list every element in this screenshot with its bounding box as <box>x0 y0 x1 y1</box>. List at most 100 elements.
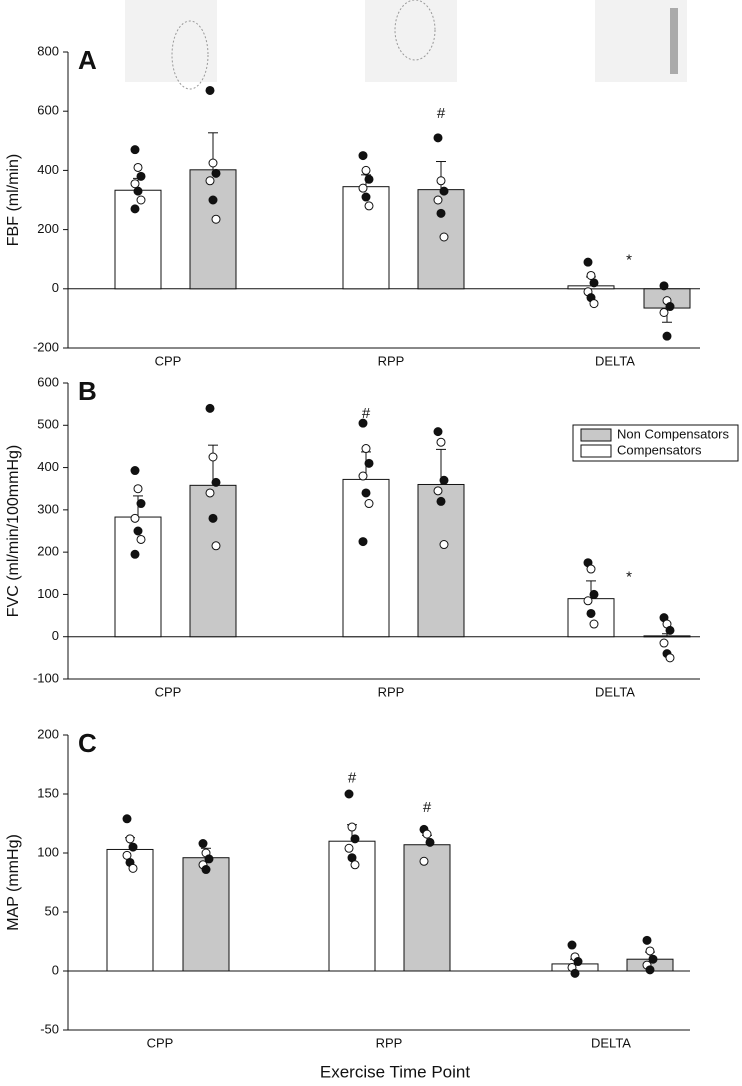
annotation: # <box>437 105 446 122</box>
bar <box>182 857 230 972</box>
data-point <box>589 589 599 599</box>
data-point <box>433 486 443 496</box>
data-point <box>136 195 146 205</box>
data-point <box>130 549 140 559</box>
data-point <box>133 162 143 172</box>
y-axis-title: FBF (ml/min) <box>5 154 22 246</box>
data-point <box>133 526 143 536</box>
y-axis-title: FVC (ml/min/100mmHg) <box>5 445 22 617</box>
y-tick-label: 0 <box>52 628 59 643</box>
data-point <box>128 863 138 873</box>
data-point <box>659 281 669 291</box>
data-point <box>433 195 443 205</box>
bar <box>403 844 451 972</box>
data-point <box>133 484 143 494</box>
annotation: # <box>362 405 371 422</box>
y-tick-label: -100 <box>33 670 59 685</box>
bar <box>417 483 465 638</box>
bar <box>114 189 162 290</box>
data-point <box>573 957 583 967</box>
legend-label: Compensators <box>617 442 702 457</box>
x-tick-label: DELTA <box>595 684 635 699</box>
data-point <box>205 85 215 95</box>
y-tick-label: 100 <box>37 586 59 601</box>
data-point <box>589 299 599 309</box>
data-point <box>208 195 218 205</box>
data-point <box>205 403 215 413</box>
data-point <box>361 488 371 498</box>
data-point <box>347 822 357 832</box>
data-point <box>358 471 368 481</box>
data-point <box>642 935 652 945</box>
illustration <box>394 0 436 61</box>
bar <box>342 186 390 290</box>
y-tick-label: 800 <box>37 43 59 58</box>
data-point <box>122 814 132 824</box>
annotation: * <box>626 568 632 585</box>
data-point <box>130 513 140 523</box>
data-point <box>130 466 140 476</box>
y-tick-label: 300 <box>37 501 59 516</box>
bar <box>567 285 615 290</box>
data-point <box>589 278 599 288</box>
data-point <box>439 232 449 242</box>
data-point <box>136 499 146 509</box>
y-tick-label: 150 <box>37 785 59 800</box>
data-point <box>208 158 218 168</box>
y-tick-label: 600 <box>37 103 59 118</box>
data-point <box>364 458 374 468</box>
data-point <box>125 834 135 844</box>
panel-letter: A <box>78 45 97 75</box>
data-point <box>361 444 371 454</box>
data-point <box>130 204 140 214</box>
data-point <box>344 789 354 799</box>
data-point <box>208 452 218 462</box>
illustration <box>171 20 209 90</box>
data-point <box>198 839 208 849</box>
data-point <box>211 477 221 487</box>
y-tick-label: 50 <box>45 903 59 918</box>
data-point <box>205 176 215 186</box>
data-point <box>665 302 675 312</box>
panel-letter: C <box>78 728 97 758</box>
data-point <box>436 437 446 447</box>
legend-swatch <box>580 428 612 442</box>
panel-letter: B <box>78 376 97 406</box>
data-point <box>350 860 360 870</box>
y-tick-label: 500 <box>37 417 59 432</box>
data-point <box>586 270 596 280</box>
data-point <box>645 946 655 956</box>
data-point <box>586 564 596 574</box>
y-tick-label: 200 <box>37 726 59 741</box>
data-point <box>648 954 658 964</box>
x-tick-label: DELTA <box>591 1035 631 1050</box>
x-axis-title: Exercise Time Point <box>320 1062 470 1081</box>
data-point <box>433 133 443 143</box>
data-point <box>211 168 221 178</box>
data-point <box>419 856 429 866</box>
y-tick-label: -200 <box>33 339 59 354</box>
x-tick-label: CPP <box>147 1035 174 1050</box>
y-tick-label: 200 <box>37 221 59 236</box>
data-point <box>425 837 435 847</box>
annotation: # <box>348 770 357 787</box>
data-point <box>436 496 446 506</box>
data-point <box>439 186 449 196</box>
data-point <box>662 331 672 341</box>
bar <box>189 484 237 638</box>
data-point <box>350 834 360 844</box>
annotation: # <box>423 799 432 816</box>
data-point <box>128 842 138 852</box>
legend-label: Non Compensators <box>617 426 729 441</box>
data-point <box>583 257 593 267</box>
y-tick-label: 600 <box>37 374 59 389</box>
y-tick-label: 200 <box>37 544 59 559</box>
data-point <box>364 499 374 509</box>
y-tick-label: 400 <box>37 162 59 177</box>
data-point <box>433 427 443 437</box>
illustration <box>365 0 457 82</box>
data-point <box>665 625 675 635</box>
data-point <box>204 854 214 864</box>
data-point <box>205 488 215 498</box>
